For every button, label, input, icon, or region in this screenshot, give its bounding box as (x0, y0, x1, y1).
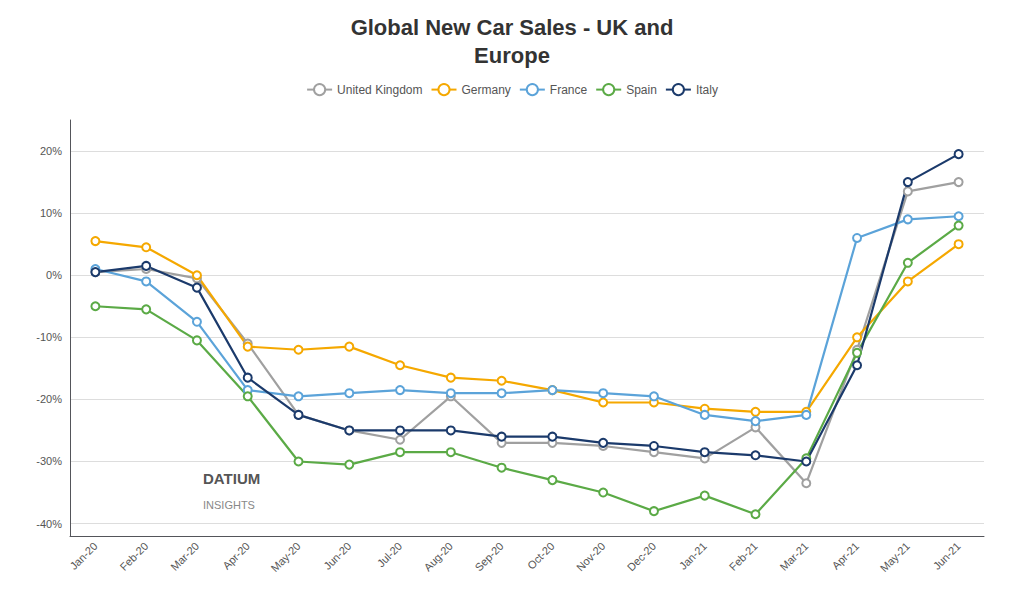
svg-text:Mar-20: Mar-20 (168, 540, 201, 573)
svg-text:Global New Car Sales - UK and: Global New Car Sales - UK and (351, 15, 674, 40)
svg-text:France: France (550, 83, 588, 97)
svg-text:Jul-20: Jul-20 (375, 540, 405, 570)
svg-text:Jan-21: Jan-21 (677, 540, 709, 572)
svg-text:Aug-20: Aug-20 (422, 540, 456, 574)
svg-text:Dec-20: Dec-20 (625, 540, 659, 574)
svg-text:Jun-21: Jun-21 (931, 540, 963, 572)
svg-text:Sep-20: Sep-20 (472, 540, 506, 574)
svg-text:May-20: May-20 (268, 540, 302, 574)
svg-text:Spain: Spain (626, 83, 657, 97)
svg-text:Europe: Europe (474, 43, 550, 68)
svg-text:Oct-20: Oct-20 (525, 540, 557, 572)
svg-text:-20%: -20% (36, 393, 62, 405)
svg-text:Nov-20: Nov-20 (574, 540, 608, 574)
svg-text:Feb-21: Feb-21 (727, 540, 760, 573)
svg-text:Jan-20: Jan-20 (67, 540, 99, 572)
svg-text:-10%: -10% (36, 331, 62, 343)
svg-text:May-21: May-21 (878, 540, 912, 574)
svg-text:10%: 10% (40, 207, 62, 219)
svg-text:INSIGHTS: INSIGHTS (203, 499, 255, 511)
svg-text:20%: 20% (40, 145, 62, 157)
svg-text:United Kingdom: United Kingdom (337, 83, 422, 97)
svg-text:Apr-21: Apr-21 (829, 540, 861, 572)
svg-text:Jun-20: Jun-20 (321, 540, 353, 572)
svg-text:Feb-20: Feb-20 (117, 540, 150, 573)
svg-text:0%: 0% (46, 269, 62, 281)
svg-text:DATIUM: DATIUM (203, 470, 260, 487)
svg-text:Mar-21: Mar-21 (777, 540, 810, 573)
svg-text:-30%: -30% (36, 455, 62, 467)
svg-text:Apr-20: Apr-20 (220, 540, 252, 572)
svg-text:Germany: Germany (461, 83, 510, 97)
svg-text:-40%: -40% (36, 518, 62, 530)
svg-text:Italy: Italy (696, 83, 718, 97)
